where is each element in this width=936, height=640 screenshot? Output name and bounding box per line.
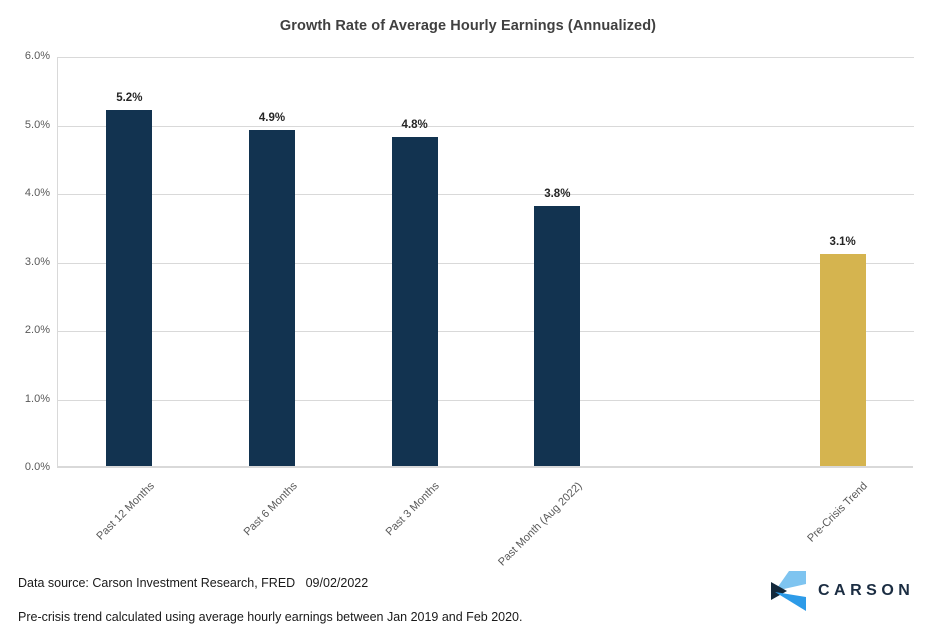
plot-area: 5.2% 4.9% 4.8% 3.8% 3.1% — [57, 57, 914, 468]
bar-value-label: 4.8% — [401, 119, 428, 132]
y-tick-label: 1.0% — [24, 392, 50, 405]
bar-past-month-aug-2022 — [534, 205, 581, 466]
gridline — [58, 125, 914, 127]
y-tick-label: 2.0% — [24, 324, 50, 336]
bar-past-12-months — [106, 109, 153, 466]
bar-value-label: 3.8% — [544, 187, 571, 200]
y-tick-label: 5.0% — [24, 118, 50, 131]
footer-note-text: Pre-crisis trend calculated using averag… — [18, 610, 523, 624]
y-tick-label: 4.0% — [24, 187, 50, 199]
bar-pre-crisis-trend — [819, 253, 866, 466]
gridline — [58, 399, 914, 401]
gridline — [58, 262, 914, 264]
carson-logo: CARSON — [769, 570, 914, 612]
x-tick-label: Past 3 Months — [383, 480, 443, 539]
gridline — [58, 331, 914, 332]
footer-source-text: Data source: Carson Investment Research,… — [18, 576, 369, 590]
y-tick-label: 6.0% — [24, 50, 50, 62]
carson-logo-icon — [771, 571, 806, 611]
x-tick-label: Pre-Crisis Trend — [805, 480, 871, 545]
bar-past-6-months — [249, 130, 295, 466]
chart-title: Growth Rate of Average Hourly Earnings (… — [279, 18, 657, 34]
bar-value-label: 3.1% — [829, 235, 856, 248]
x-axis: Past 12 Months Past 6 Months Past 3 Months… — [57, 472, 913, 582]
bar-value-label: 4.9% — [258, 112, 286, 125]
x-tick-label: Past Month (Aug 2022) — [496, 480, 585, 569]
y-tick-label: 0.0% — [24, 461, 50, 473]
x-tick-label: Past 12 Months — [94, 480, 157, 543]
y-tick-label: 3.0% — [24, 255, 50, 268]
gridline — [58, 57, 914, 58]
gridline — [58, 194, 914, 195]
x-tick-label: Past 6 Months — [241, 480, 300, 539]
bar-value-label: 5.2% — [116, 91, 143, 104]
carson-logo-text: CARSON — [818, 582, 915, 599]
bar-past-3-months — [391, 137, 438, 466]
